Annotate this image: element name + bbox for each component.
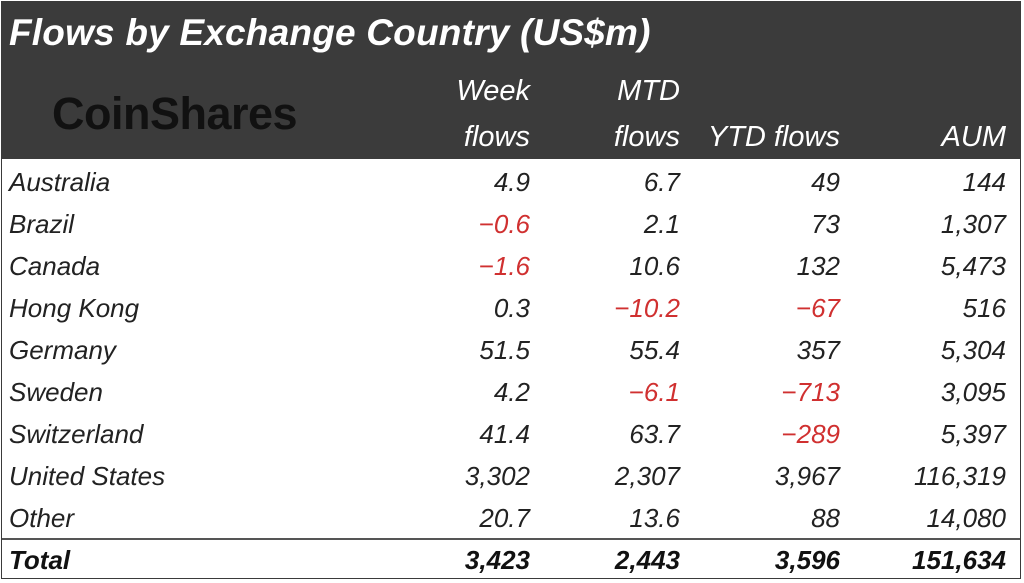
row-country: Germany [9,335,116,365]
total-label: Total [9,545,71,575]
row-ytd-value: 88 [811,503,840,533]
row-ytd-value: 3,967 [774,461,840,491]
row-ytd-value: 357 [796,335,840,365]
row-country: United States [9,461,166,491]
row-mtd-value: 13.6 [629,503,680,533]
header-ytd-label: YTD flows [707,121,840,153]
row-country: Australia [9,167,111,197]
row-week-value: 41.4 [479,419,530,449]
table-row: Other 20.7 13.6 88 14,080 [2,497,1020,539]
table-header: Flows by Exchange Country (US$m) CoinSha… [2,2,1020,159]
total-ytd: 3,596 [774,545,840,575]
row-ytd-value: −289 [781,419,840,449]
row-aum-value: 116,319 [913,461,1006,491]
row-week-value: 0.3 [493,293,530,323]
row-mtd-value: 63.7 [629,419,680,449]
row-ytd-value: −713 [781,377,840,407]
header-aum-label: AUM [941,121,1006,153]
header-mtd-line1: MTD [617,75,680,107]
row-country: Brazil [9,209,75,239]
row-mtd-value: −10.2 [614,293,680,323]
table-row: Germany 51.5 55.4 357 5,304 [2,329,1020,371]
total-row: Total 3,423 2,443 3,596 151,634 [2,539,1020,581]
table-row: Brazil −0.6 2.1 73 1,307 [2,203,1020,245]
header-mtd-line2: flows [613,121,680,153]
row-week-value: −0.6 [478,209,530,239]
table-row: Switzerland 41.4 63.7 −289 5,397 [2,413,1020,455]
row-mtd-value: 10.6 [629,251,680,281]
row-aum-value: 14,080 [926,503,1006,533]
table-row: Australia 4.9 6.7 49 144 [2,161,1020,203]
row-week-value: 3,302 [464,461,530,491]
row-week-value: −1.6 [478,251,530,281]
row-mtd-value: 6.7 [643,167,680,197]
table-row: Sweden 4.2 −6.1 −713 3,095 [2,371,1020,413]
row-aum-value: 3,095 [940,377,1006,407]
row-ytd-value: 73 [811,209,840,239]
row-week-value: 20.7 [479,503,530,533]
row-aum-value: 5,473 [940,251,1006,281]
header-week-line1: Week [456,75,530,107]
row-mtd-value: −6.1 [628,377,680,407]
header-mtd-flows: MTD flows [614,68,680,160]
row-aum-value: 5,397 [940,419,1006,449]
header-ytd-flows: YTD flows [708,114,840,160]
total-divider [2,538,1020,540]
row-week-value: 4.2 [493,377,530,407]
row-week-value: 4.9 [493,167,530,197]
row-week-value: 51.5 [479,335,530,365]
row-ytd-value: 49 [811,167,840,197]
row-country: Canada [9,251,101,281]
table-title: Flows by Exchange Country (US$m) [9,12,651,53]
row-country: Switzerland [9,419,144,449]
total-aum: 151,634 [912,545,1006,575]
row-aum-value: 516 [962,293,1006,323]
row-aum-value: 1,307 [940,209,1006,239]
total-mtd: 2,443 [614,545,680,575]
row-country: Sweden [9,377,103,407]
row-ytd-value: 132 [796,251,840,281]
header-week-flows: Week flows [456,68,530,160]
row-mtd-value: 2.1 [643,209,680,239]
total-week: 3,423 [464,545,530,575]
row-mtd-value: 55.4 [629,335,680,365]
header-week-line2: flows [463,121,530,153]
row-mtd-value: 2,307 [614,461,680,491]
table-row: Hong Kong 0.3 −10.2 −67 516 [2,287,1020,329]
row-country: Hong Kong [9,293,140,323]
row-aum-value: 5,304 [940,335,1006,365]
header-aum: AUM [942,114,1006,160]
row-ytd-value: −67 [795,293,840,323]
coinshares-logo: CoinShares [52,88,298,139]
row-country: Other [9,503,75,533]
row-aum-value: 144 [962,167,1006,197]
table-row: United States 3,302 2,307 3,967 116,319 [2,455,1020,497]
table-row: Canada −1.6 10.6 132 5,473 [2,245,1020,287]
